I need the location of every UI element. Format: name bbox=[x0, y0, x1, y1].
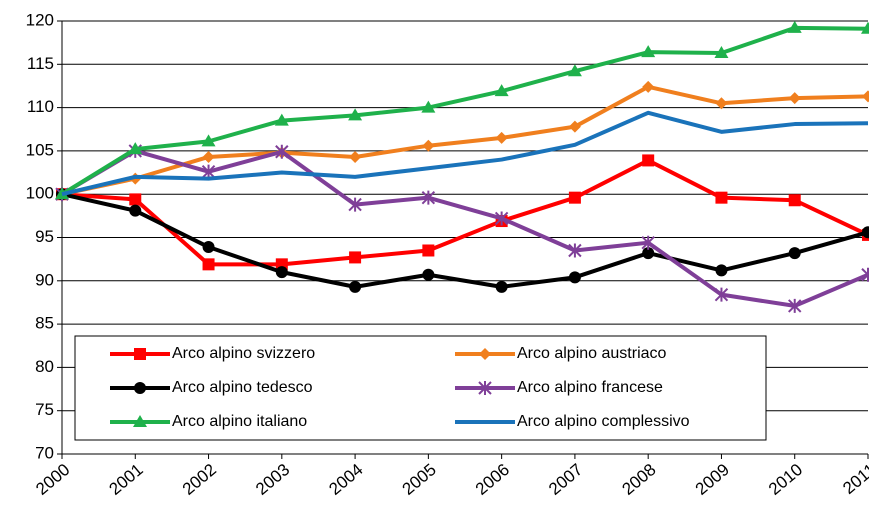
legend-label: Arco alpino tedesco bbox=[172, 379, 313, 396]
series-line bbox=[60, 148, 869, 308]
x-tick-label: 2003 bbox=[252, 460, 293, 499]
marker bbox=[494, 211, 509, 226]
marker bbox=[479, 348, 491, 360]
legend-label: Arco alpino italiano bbox=[172, 413, 307, 430]
marker bbox=[134, 348, 146, 360]
y-tick-label: 70 bbox=[35, 443, 54, 462]
marker bbox=[495, 131, 508, 144]
y-tick-label: 75 bbox=[35, 400, 54, 419]
marker bbox=[478, 381, 492, 395]
marker bbox=[349, 280, 362, 293]
x-tick-label: 2007 bbox=[545, 460, 586, 499]
marker bbox=[495, 280, 508, 293]
marker bbox=[349, 251, 362, 264]
legend-label: Arco alpino complessivo bbox=[517, 413, 690, 430]
marker bbox=[568, 191, 581, 204]
marker bbox=[641, 235, 655, 250]
marker bbox=[202, 241, 215, 254]
y-tick-label: 80 bbox=[35, 357, 54, 376]
marker bbox=[421, 100, 436, 113]
y-tick-label: 105 bbox=[26, 140, 54, 159]
y-tick-label: 95 bbox=[35, 227, 54, 246]
series-line bbox=[61, 158, 869, 267]
marker bbox=[788, 247, 801, 260]
marker bbox=[201, 134, 216, 147]
marker bbox=[715, 97, 728, 110]
legend: Arco alpino svizzero Arco alpino austriac… bbox=[74, 335, 767, 441]
marker bbox=[202, 150, 215, 163]
y-tick-label: 90 bbox=[35, 270, 54, 289]
marker bbox=[422, 268, 435, 281]
marker bbox=[787, 20, 802, 33]
marker bbox=[129, 193, 142, 206]
marker bbox=[568, 120, 581, 133]
marker bbox=[714, 287, 729, 302]
x-tick-label: 2010 bbox=[765, 460, 806, 499]
marker bbox=[861, 21, 869, 34]
marker bbox=[274, 113, 289, 126]
x-tick-label: 2001 bbox=[106, 460, 147, 499]
legend-box bbox=[74, 335, 767, 441]
y-tick-label: 120 bbox=[26, 10, 54, 29]
marker bbox=[129, 204, 142, 217]
marker bbox=[715, 191, 728, 204]
y-tick-label: 115 bbox=[27, 54, 54, 73]
x-tick-label: 2005 bbox=[399, 460, 440, 499]
marker bbox=[348, 108, 363, 121]
legend-label: Arco alpino francese bbox=[517, 379, 663, 396]
marker bbox=[275, 266, 288, 279]
marker bbox=[714, 46, 729, 59]
marker bbox=[134, 382, 146, 394]
marker bbox=[642, 80, 655, 93]
x-tick-label: 2006 bbox=[472, 460, 513, 499]
marker bbox=[348, 197, 362, 212]
y-tick-label: 110 bbox=[27, 97, 54, 116]
marker bbox=[128, 142, 143, 155]
marker bbox=[494, 84, 509, 97]
series-line bbox=[61, 84, 869, 197]
series-line bbox=[61, 192, 869, 289]
series-line bbox=[61, 110, 869, 197]
marker bbox=[641, 45, 656, 58]
marker bbox=[642, 247, 655, 260]
legend-label: Arco alpino austriaco bbox=[517, 345, 667, 362]
marker bbox=[422, 139, 435, 152]
marker bbox=[201, 164, 216, 179]
series-line bbox=[60, 25, 869, 196]
marker bbox=[862, 90, 869, 103]
marker bbox=[568, 271, 581, 284]
marker bbox=[422, 244, 435, 257]
marker bbox=[275, 144, 289, 159]
marker bbox=[861, 267, 869, 282]
x-tick-label: 2008 bbox=[618, 460, 659, 499]
y-tick-label: 85 bbox=[35, 314, 54, 333]
marker bbox=[202, 258, 215, 271]
x-tick-label: 2002 bbox=[179, 460, 220, 499]
marker bbox=[421, 190, 436, 205]
x-tick-label: 2011 bbox=[839, 460, 869, 498]
marker bbox=[642, 154, 655, 167]
marker bbox=[788, 298, 802, 313]
marker bbox=[788, 194, 801, 207]
marker bbox=[568, 243, 582, 258]
x-tick-label: 2000 bbox=[32, 460, 73, 499]
x-tick-label: 2004 bbox=[325, 460, 366, 499]
x-tick-label: 2009 bbox=[692, 460, 733, 499]
marker bbox=[715, 264, 728, 277]
y-tick-label: 100 bbox=[26, 184, 54, 203]
marker bbox=[788, 92, 801, 105]
marker bbox=[862, 226, 869, 239]
marker bbox=[349, 150, 362, 163]
legend-label: Arco alpino svizzero bbox=[172, 345, 315, 362]
marker bbox=[567, 64, 582, 77]
marker bbox=[133, 415, 147, 427]
